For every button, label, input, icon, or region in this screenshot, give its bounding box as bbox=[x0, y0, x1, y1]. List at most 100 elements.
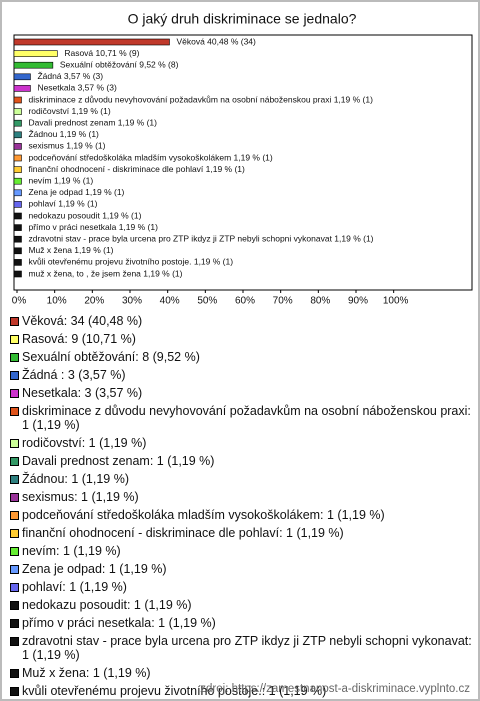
legend-swatch bbox=[10, 475, 19, 484]
bar-label: Zena je odpad 1,19 % (1) bbox=[28, 187, 124, 197]
bar-label: muž x žena, to , že jsem žena 1,19 % (1) bbox=[28, 268, 182, 278]
x-tick-label: 90% bbox=[348, 296, 368, 307]
chart-title: O jaký druh diskriminace se jednalo? bbox=[128, 11, 357, 27]
bar bbox=[13, 73, 31, 81]
legend-swatch bbox=[10, 565, 19, 574]
bar-label: Davali prednost zenam 1,19 % (1) bbox=[28, 117, 157, 127]
bar bbox=[13, 38, 170, 46]
bar bbox=[13, 259, 22, 266]
legend-swatch bbox=[10, 583, 19, 592]
legend-item: nevím: 1 (1,19 %) bbox=[10, 544, 472, 558]
x-tick-label: 30% bbox=[122, 296, 142, 307]
legend-label: Zena je odpad: 1 (1,19 %) bbox=[22, 562, 167, 576]
legend-item: pohlaví: 1 (1,19 %) bbox=[10, 580, 472, 594]
legend-label: pohlaví: 1 (1,19 %) bbox=[22, 580, 127, 594]
x-tick-label: 60% bbox=[235, 296, 255, 307]
bar-label: Věková 40,48 % (34) bbox=[176, 36, 256, 46]
legend-item: Davali prednost zenam: 1 (1,19 %) bbox=[10, 454, 472, 468]
legend-label: Muž x žena: 1 (1,19 %) bbox=[22, 666, 151, 680]
bar-label: nedokazu posoudit 1,19 % (1) bbox=[28, 210, 141, 220]
source: zdroj: https://zamestnanost-a-diskrimina… bbox=[200, 683, 470, 695]
bar bbox=[13, 61, 54, 69]
legend-swatch bbox=[10, 317, 19, 326]
legend-item: Věková: 34 (40,48 %) bbox=[10, 314, 472, 328]
legend-swatch bbox=[10, 353, 19, 362]
bar bbox=[13, 166, 22, 173]
legend-label: Věková: 34 (40,48 %) bbox=[22, 314, 143, 328]
bar-label: Žádná 3,57 % (3) bbox=[37, 71, 103, 81]
x-tick-label: 50% bbox=[197, 296, 217, 307]
legend-swatch bbox=[10, 511, 19, 520]
legend-label: kvůli otevřenému projevu životního posto… bbox=[22, 684, 327, 698]
bar bbox=[13, 247, 22, 255]
bar-label: Muž x žena 1,19 % (1) bbox=[28, 245, 113, 255]
legend-swatch bbox=[10, 457, 19, 466]
legend-item: podceňování středoškoláka mladším vysoko… bbox=[10, 508, 472, 522]
legend-label: Sexuální obtěžování: 8 (9,52 %) bbox=[22, 350, 200, 364]
bar bbox=[13, 108, 22, 115]
bar bbox=[13, 50, 58, 57]
legend-swatch bbox=[10, 439, 19, 448]
legend-swatch bbox=[10, 687, 19, 696]
legend-label: zdravotni stav - prace byla urcena pro Z… bbox=[22, 634, 472, 662]
legend-item: Nesetkala: 3 (3,57 %) bbox=[10, 386, 472, 400]
legend-item: Rasová: 9 (10,71 %) bbox=[10, 332, 472, 346]
legend: Věková: 34 (40,48 %) Rasová: 9 (10,71 %) S… bbox=[10, 314, 472, 699]
legend-item: přímo v práci nesetkala: 1 (1,19 %) bbox=[10, 616, 472, 630]
bar bbox=[13, 131, 22, 139]
x-tick-label: 0% bbox=[12, 296, 27, 307]
x-tick-label: 20% bbox=[84, 296, 104, 307]
bar-label: diskriminace z důvodu nevyhovování požad… bbox=[28, 94, 373, 104]
legend-swatch bbox=[10, 547, 19, 556]
x-tick-label: 80% bbox=[310, 296, 330, 307]
legend-label: finanční ohodnocení - diskriminace dle p… bbox=[22, 526, 344, 540]
legend-item: Žádná : 3 (3,57 %) bbox=[10, 368, 472, 382]
x-tick-label: 40% bbox=[160, 296, 180, 307]
legend-swatch bbox=[10, 371, 19, 380]
bar-label: přímo v práci nesetkala 1,19 % (1) bbox=[28, 222, 158, 232]
bar-label: pohlaví 1,19 % (1) bbox=[28, 199, 97, 209]
legend-swatch bbox=[10, 335, 19, 344]
legend-item: nedokazu posoudit: 1 (1,19 %) bbox=[10, 598, 472, 612]
legend-label: Rasová: 9 (10,71 %) bbox=[22, 332, 136, 346]
bar-label: Sexuální obtěžování 9,52 % (8) bbox=[60, 59, 179, 69]
x-tick-label: 70% bbox=[273, 296, 293, 307]
legend-label: podceňování středoškoláka mladším vysoko… bbox=[22, 508, 385, 522]
legend-swatch bbox=[10, 389, 19, 398]
bar-label: Žádnou 1,19 % (1) bbox=[28, 129, 99, 139]
legend-item: finanční ohodnocení - diskriminace dle p… bbox=[10, 526, 472, 540]
bar bbox=[13, 85, 31, 92]
legend-item: diskriminace z důvodu nevyhovování požad… bbox=[10, 404, 472, 432]
bar-label: Nesetkala 3,57 % (3) bbox=[37, 83, 117, 93]
chart: O jaký druh diskriminace se jednalo? 0% 1… bbox=[12, 11, 473, 307]
bar-label: Rasová 10,71 % (9) bbox=[64, 48, 139, 58]
bar bbox=[13, 189, 22, 197]
legend-label: rodičovství: 1 (1,19 %) bbox=[22, 436, 147, 450]
bar bbox=[13, 96, 22, 104]
legend-item: rodičovství: 1 (1,19 %) bbox=[10, 436, 472, 450]
legend-label: nevím: 1 (1,19 %) bbox=[22, 544, 121, 558]
legend-label: Žádná : 3 (3,57 %) bbox=[22, 368, 126, 382]
legend-item: Sexuální obtěžování: 8 (9,52 %) bbox=[10, 350, 472, 364]
bar-label: sexismus 1,19 % (1) bbox=[28, 141, 105, 151]
legend-label: diskriminace z důvodu nevyhovování požad… bbox=[22, 404, 471, 432]
legend-label: Nesetkala: 3 (3,57 %) bbox=[22, 386, 143, 400]
legend-label: nedokazu posoudit: 1 (1,19 %) bbox=[22, 598, 192, 612]
legend-item: Žádnou: 1 (1,19 %) bbox=[10, 472, 472, 486]
bar bbox=[13, 119, 22, 127]
legend-swatch bbox=[10, 601, 19, 610]
legend-swatch bbox=[10, 493, 19, 502]
x-tick-label: 100% bbox=[383, 296, 409, 307]
legend-swatch bbox=[10, 619, 19, 628]
bar-label: kvůli otevřenému projevu životního posto… bbox=[28, 257, 233, 267]
legend-label: Davali prednost zenam: 1 (1,19 %) bbox=[22, 454, 215, 468]
bar-label: nevím 1,19 % (1) bbox=[28, 175, 93, 185]
bar bbox=[13, 212, 22, 220]
bar-label: podceňování středoškoláka mladším vysoko… bbox=[28, 152, 272, 162]
legend-item: sexismus: 1 (1,19 %) bbox=[10, 490, 472, 504]
legend-swatch bbox=[10, 637, 19, 646]
bar-label: finanční ohodnocení - diskriminace dle p… bbox=[28, 164, 245, 174]
legend-item: zdravotni stav - prace byla urcena pro Z… bbox=[10, 634, 472, 662]
bar bbox=[13, 270, 22, 278]
